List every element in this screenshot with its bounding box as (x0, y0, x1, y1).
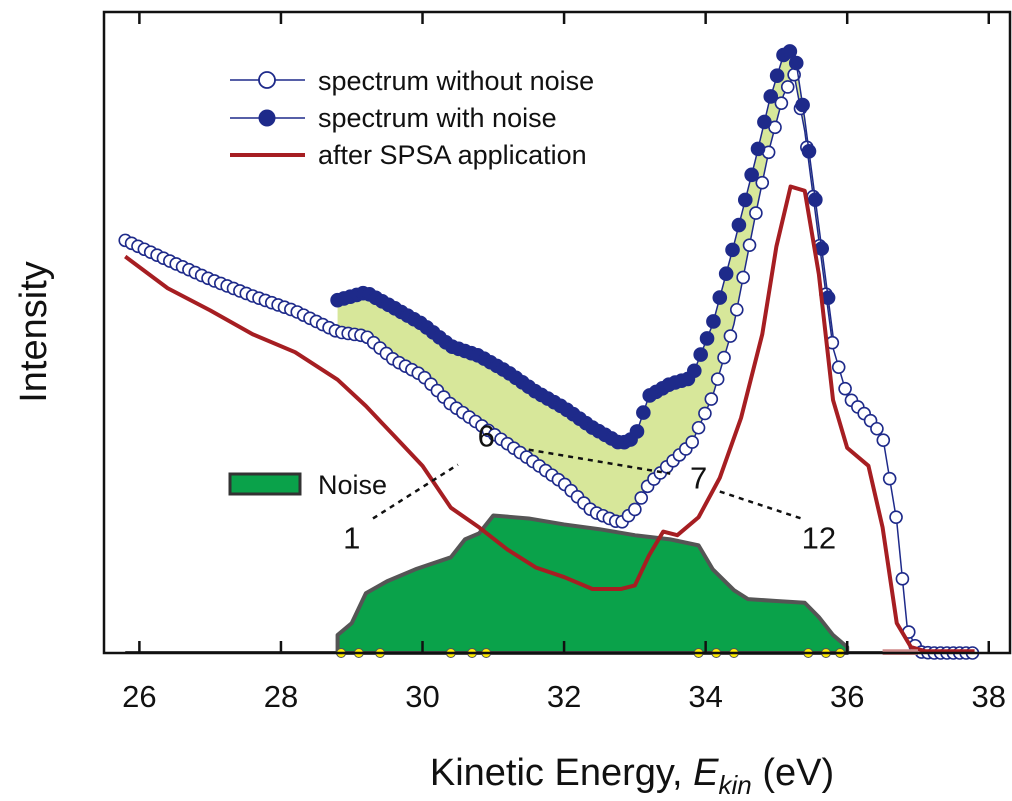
dotted-guide (719, 490, 802, 520)
with-point (763, 89, 779, 104)
x-tick-label: 34 (688, 679, 722, 714)
x-axis-title-var: E (693, 752, 719, 794)
dotted-guides (372, 448, 802, 520)
annotation-label: 6 (478, 419, 495, 454)
x-tick-label: 28 (264, 679, 298, 714)
without-point (838, 381, 852, 396)
without-point (742, 238, 757, 252)
without-point (889, 510, 903, 524)
without-point (736, 270, 750, 285)
x-axis-title-unit: (eV) (752, 752, 834, 794)
annotations: 1 6 7 12 (343, 419, 836, 556)
spsa-line (124, 184, 975, 654)
legend-label-noise: Noise (318, 470, 387, 500)
x-tick-label: 30 (405, 679, 439, 714)
annotation-label: 12 (802, 520, 836, 555)
legend-marker-with (258, 109, 276, 127)
legend-item-noise: Noise (228, 470, 387, 500)
without-point (698, 406, 712, 421)
legend-marker-without (258, 71, 276, 89)
with-point (769, 68, 785, 84)
without-point (780, 80, 795, 94)
without-point (831, 360, 846, 374)
spsa-series (124, 184, 975, 654)
with-point (706, 314, 721, 329)
without-point (685, 435, 699, 449)
with-point (808, 192, 823, 208)
noise-area (125, 513, 975, 655)
legend-item-with: spectrum with noise (230, 103, 557, 133)
without-point (634, 491, 649, 505)
with-point (744, 167, 759, 183)
dotted-guide (372, 463, 459, 520)
legend-label-spsa: after SPSA application (318, 140, 587, 170)
x-tick-label: 26 (122, 679, 156, 714)
x-axis-title: Kinetic Energy, Ekin (eV) (430, 752, 834, 800)
with-point (795, 97, 810, 113)
without-point (717, 350, 731, 365)
with-point (718, 266, 734, 282)
spectrum-without-noise-series (118, 67, 980, 660)
without-point (882, 471, 897, 486)
with-point (788, 55, 804, 71)
with-point (687, 363, 702, 379)
without-point (895, 572, 910, 586)
dotted-guide (528, 448, 671, 475)
with-point (712, 290, 728, 305)
without-point (691, 420, 706, 435)
without-point (704, 392, 719, 406)
annotation-label: 1 (343, 520, 360, 555)
plot-frame (102, 10, 1012, 655)
legend-item-spsa: after SPSA application (230, 140, 587, 170)
noise-polygon (335, 513, 850, 655)
with-point (731, 217, 747, 233)
x-axis-ticks: 26 28 30 32 34 36 38 (122, 12, 1006, 714)
without-point (710, 372, 725, 386)
with-point (757, 114, 772, 130)
legend-label-with: spectrum with noise (318, 103, 557, 133)
with-point (629, 424, 645, 439)
with-point (699, 331, 715, 346)
x-axis-title-sub: kin (719, 770, 752, 800)
x-tick-label: 32 (547, 679, 581, 714)
y-axis-title: Intensity (13, 261, 55, 403)
without-point (723, 329, 738, 343)
x-tick-label: 36 (830, 679, 864, 714)
with-point (750, 141, 766, 157)
legend-label-without: spectrum without noise (318, 66, 594, 96)
legend-item-without: spectrum without noise (230, 66, 594, 96)
with-point (693, 347, 708, 362)
with-point (782, 44, 798, 59)
without-point (876, 433, 891, 448)
without-point (729, 302, 744, 317)
without-point (774, 96, 789, 110)
with-point (801, 143, 817, 159)
x-tick-label: 38 (972, 679, 1006, 714)
without-point (755, 175, 770, 190)
without-point (870, 421, 884, 436)
without-point (749, 206, 763, 220)
with-point (737, 192, 753, 208)
without-point (628, 502, 642, 517)
annotation-label: 7 (690, 461, 707, 496)
legend-swatch-noise (228, 472, 302, 496)
with-point (725, 242, 740, 258)
legend: spectrum without noise spectrum with noi… (228, 66, 594, 500)
x-axis-title-main: Kinetic Energy, (430, 752, 693, 794)
spectrum-with-noise-series (330, 44, 836, 450)
with-point (636, 405, 651, 420)
